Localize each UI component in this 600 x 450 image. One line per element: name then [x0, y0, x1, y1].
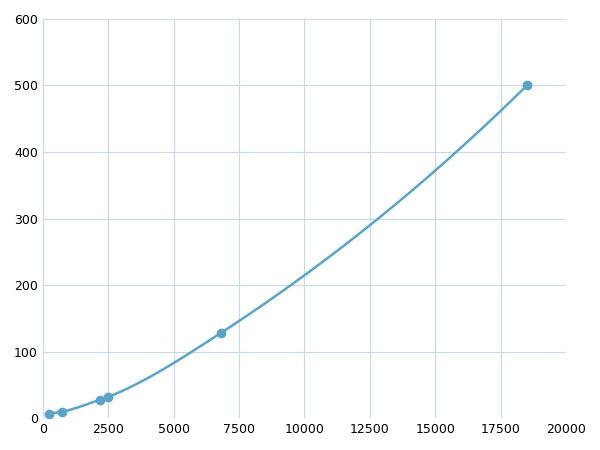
Point [103, 393, 113, 400]
Point [58, 408, 67, 415]
Point [44, 410, 54, 417]
Point [522, 82, 532, 89]
Point [216, 329, 226, 337]
Point [95, 396, 105, 403]
